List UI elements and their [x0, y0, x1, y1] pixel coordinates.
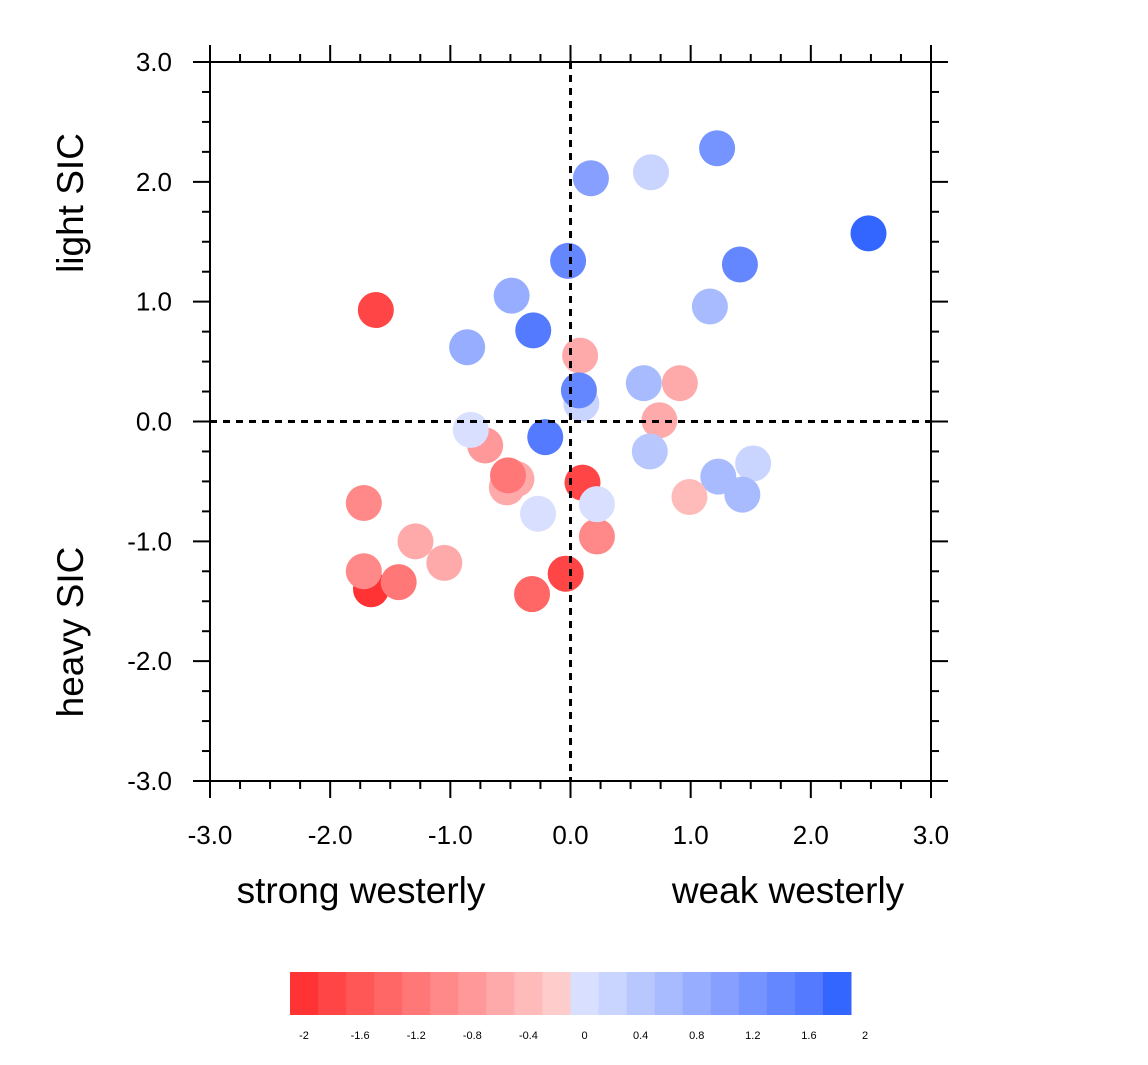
colorbar-swatch [318, 972, 347, 1015]
x-tick-label: 3.0 [913, 820, 949, 850]
points-layer [345, 130, 887, 613]
colorbar-label: -1.6 [351, 1030, 370, 1042]
data-point [721, 246, 758, 283]
data-point [572, 160, 609, 197]
colorbar-swatch [430, 972, 459, 1015]
axes: -3.0 -2.0 -1.0 0.0 1.0 2.0 3.0 -3.0 -2.0 -1.0 0.0 1… [127, 45, 949, 850]
x-tick-label: -2.0 [308, 820, 353, 850]
data-point [661, 365, 698, 402]
colorbar-label: 1.2 [745, 1030, 760, 1042]
colorbar-swatch [458, 972, 487, 1015]
x-tick-label: -1.0 [428, 820, 473, 850]
y-tick-label: -2.0 [127, 646, 172, 676]
y-axis-label-top: light SIC [50, 133, 91, 273]
colorbar-label: 0.4 [633, 1030, 648, 1042]
colorbar-label: 1.6 [801, 1030, 816, 1042]
data-point [578, 518, 615, 555]
colorbar-swatch [654, 972, 684, 1015]
y-tick-label: -3.0 [127, 766, 172, 796]
data-point [357, 292, 394, 329]
x-tick-label: 1.0 [673, 820, 709, 850]
data-point [380, 564, 417, 601]
data-point [550, 242, 587, 279]
colorbar-swatch [710, 972, 740, 1015]
y-tick-label: 3.0 [136, 47, 172, 77]
y-axis-label-bottom: heavy SIC [50, 547, 91, 718]
colorbar-label: 0.8 [689, 1030, 704, 1042]
colorbar-swatch [570, 972, 600, 1015]
data-point [490, 457, 527, 494]
x-tick-label: -3.0 [188, 820, 233, 850]
data-point [699, 130, 736, 167]
x-tick-label: 0.0 [552, 820, 588, 850]
y-tick-label: -1.0 [127, 526, 172, 556]
colorbar-swatch [626, 972, 656, 1015]
y-tick-label: 2.0 [136, 167, 172, 197]
x-tick-label: 2.0 [793, 820, 829, 850]
data-point [426, 544, 463, 581]
data-point [633, 154, 670, 191]
colorbar-swatch [794, 972, 824, 1015]
data-point [547, 555, 584, 592]
x-axis-label-right: weak westerly [671, 870, 905, 911]
colorbar-swatch [486, 972, 515, 1015]
data-point [735, 445, 772, 482]
colorbar-swatch [290, 972, 319, 1015]
colorbar-swatch [598, 972, 628, 1015]
y-tick-label: 0.0 [136, 407, 172, 437]
data-point [578, 486, 615, 523]
colorbar-swatch [822, 972, 852, 1015]
data-point [560, 372, 597, 409]
colorbar-label: 0 [581, 1030, 587, 1042]
data-point [671, 478, 708, 515]
data-point [850, 215, 887, 252]
data-point [724, 476, 761, 513]
x-axis-label-left: strong westerly [237, 870, 486, 911]
data-point [691, 288, 728, 325]
colorbar-label: -0.4 [519, 1030, 538, 1042]
data-point [562, 337, 599, 374]
data-point [631, 433, 668, 470]
data-point [515, 312, 552, 349]
colorbar: -2 -1.6 -1.2 -0.8 -0.4 0 0.4 0.8 1.2 1.6 2 [290, 972, 868, 1042]
colorbar-swatch [402, 972, 431, 1015]
colorbar-swatch [514, 972, 543, 1015]
data-point [520, 495, 557, 532]
colorbar-swatch [374, 972, 403, 1015]
colorbar-label: 2 [862, 1030, 868, 1042]
data-point [641, 402, 678, 439]
data-point [452, 411, 489, 448]
colorbar-swatch [346, 972, 375, 1015]
colorbar-swatch [738, 972, 768, 1015]
colorbar-swatch [542, 972, 571, 1015]
data-point [514, 576, 551, 613]
data-point [449, 329, 486, 366]
y-tick-label: 1.0 [136, 287, 172, 317]
colorbar-label: -0.8 [463, 1030, 482, 1042]
data-point [527, 419, 564, 456]
colorbar-swatch [682, 972, 712, 1015]
data-point [493, 277, 530, 314]
data-point [625, 365, 662, 402]
data-point [345, 484, 382, 521]
data-point [397, 523, 434, 560]
colorbar-swatch [766, 972, 796, 1015]
colorbar-label: -1.2 [407, 1030, 426, 1042]
colorbar-label: -2 [299, 1030, 309, 1042]
data-point [345, 553, 382, 590]
